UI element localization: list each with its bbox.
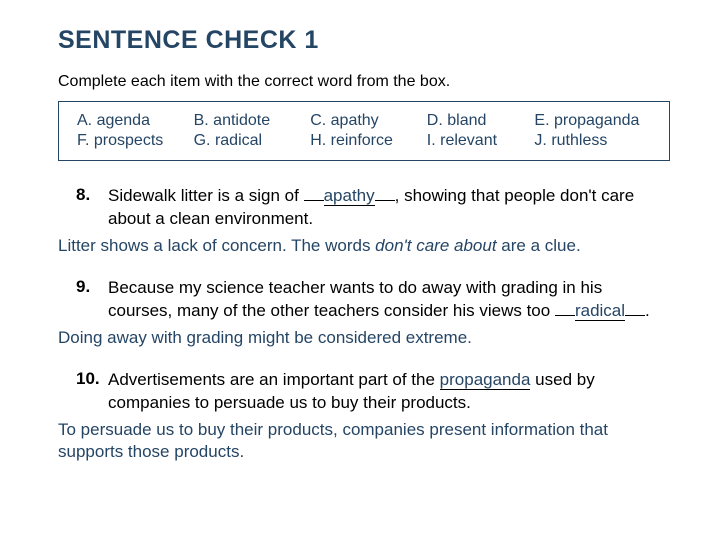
word-cell: E. propaganda (534, 112, 651, 130)
hint-text-8: Litter shows a lack of concern. The word… (58, 235, 670, 257)
word-cell: A. agenda (77, 112, 194, 130)
question-text: Advertisements are an important part of … (108, 369, 670, 415)
blank-underline (375, 200, 395, 201)
answer-fill: radical (575, 301, 625, 321)
hint-text-10: To persuade us to buy their products, co… (58, 419, 670, 463)
word-cell: C. apathy (310, 112, 427, 130)
word-cell: D. bland (427, 112, 535, 130)
question-text: Sidewalk litter is a sign of apathy, sho… (108, 185, 670, 231)
answer-fill: propaganda (440, 370, 531, 390)
question-number: 10. (58, 369, 108, 389)
word-row-1: A. agenda B. antidote C. apathy D. bland… (77, 112, 651, 130)
question-10: 10. Advertisements are an important part… (58, 369, 670, 415)
question-8: 8. Sidewalk litter is a sign of apathy, … (58, 185, 670, 231)
word-row-2: F. prospects G. radical H. reinforce I. … (77, 132, 651, 150)
hint-text-9: Doing away with grading might be conside… (58, 327, 670, 349)
blank-underline (555, 315, 575, 316)
question-number: 8. (58, 185, 108, 205)
vocabulary-box: A. agenda B. antidote C. apathy D. bland… (58, 101, 670, 161)
word-cell: I. relevant (427, 132, 535, 150)
question-number: 9. (58, 277, 108, 297)
instructions-text: Complete each item with the correct word… (58, 73, 670, 91)
answer-fill: apathy (324, 186, 375, 206)
word-cell: J. ruthless (534, 132, 651, 150)
question-text: Because my science teacher wants to do a… (108, 277, 670, 323)
word-cell: G. radical (194, 132, 311, 150)
word-cell: H. reinforce (310, 132, 427, 150)
word-cell: F. prospects (77, 132, 194, 150)
page-title: SENTENCE CHECK 1 (58, 26, 670, 55)
word-cell: B. antidote (194, 112, 311, 130)
blank-underline (625, 315, 645, 316)
question-9: 9. Because my science teacher wants to d… (58, 277, 670, 323)
blank-underline (304, 200, 324, 201)
